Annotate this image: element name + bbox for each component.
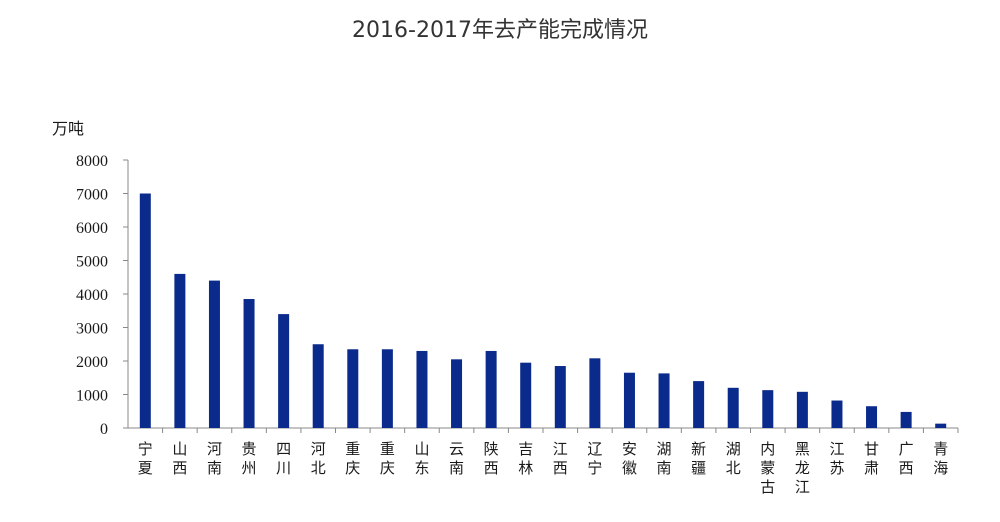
x-category-label: 黑龙江 [795,440,810,496]
y-axis-unit-label: 万吨 [52,119,84,138]
bar [831,400,843,428]
y-tick-label: 3000 [76,321,108,338]
bar [554,366,566,428]
bar [935,423,947,428]
bar [623,372,635,428]
bar [762,390,774,428]
x-category-label: 山东 [414,440,429,477]
x-category-label: 宁夏 [138,440,153,477]
chart-title: 2016-2017年去产能完成情况 [352,18,648,43]
bar [520,362,532,428]
bar [381,349,393,428]
x-category-label: 江苏 [829,440,844,477]
y-tick-label: 1000 [76,388,108,405]
x-category-label: 山西 [172,440,187,477]
y-tick-label: 7000 [76,187,108,204]
x-category-label: 安徽 [622,440,637,477]
x-category-label: 河北 [311,440,326,477]
bar [416,350,428,428]
bar [312,344,324,428]
bar [796,391,808,428]
x-category-label: 重庆 [345,440,360,477]
x-category-label: 新疆 [691,440,706,477]
x-category-label: 辽宁 [587,440,602,477]
y-axis: 0 1000 2000 3000 4000 5000 6000 7000 8000 [76,153,129,438]
bar [243,299,255,428]
x-category-label: 湖南 [657,440,672,477]
y-tick-label: 8000 [76,153,108,170]
bar [174,273,186,428]
bar [727,387,739,428]
x-category-label: 云南 [449,440,464,477]
y-tick-label: 4000 [76,287,108,304]
bar [347,349,359,428]
bar [658,373,670,428]
x-category-label: 湖北 [726,440,741,477]
bar [693,381,705,428]
x-category-label: 甘肃 [864,440,879,477]
bar [451,359,463,428]
x-category-label: 重庆 [380,440,395,477]
x-category-label: 内蒙古 [760,440,775,496]
x-category-label: 贵州 [242,440,257,477]
x-category-label: 四川 [276,440,291,477]
y-tick-label: 5000 [76,254,108,271]
bar [278,314,290,428]
x-category-label: 吉林 [518,440,533,477]
x-category-label: 陕西 [484,440,499,477]
bar [900,411,912,428]
bar [485,350,497,428]
x-category-label: 河南 [207,440,222,477]
x-category-label: 广西 [899,440,914,477]
bars [139,193,947,428]
category-labels: 宁夏山西河南贵州四川河北重庆重庆山东云南陕西吉林江西辽宁安徽湖南新疆湖北内蒙古黑… [138,440,948,496]
bar [139,193,151,428]
y-tick-label: 6000 [76,220,108,237]
x-category-label: 青海 [933,440,948,477]
bar [208,280,220,428]
y-tick-label: 0 [100,421,108,438]
bar [866,406,878,428]
bar [589,358,601,428]
x-category-label: 江西 [553,440,568,477]
x-axis [128,427,959,433]
y-tick-label: 2000 [76,354,108,371]
